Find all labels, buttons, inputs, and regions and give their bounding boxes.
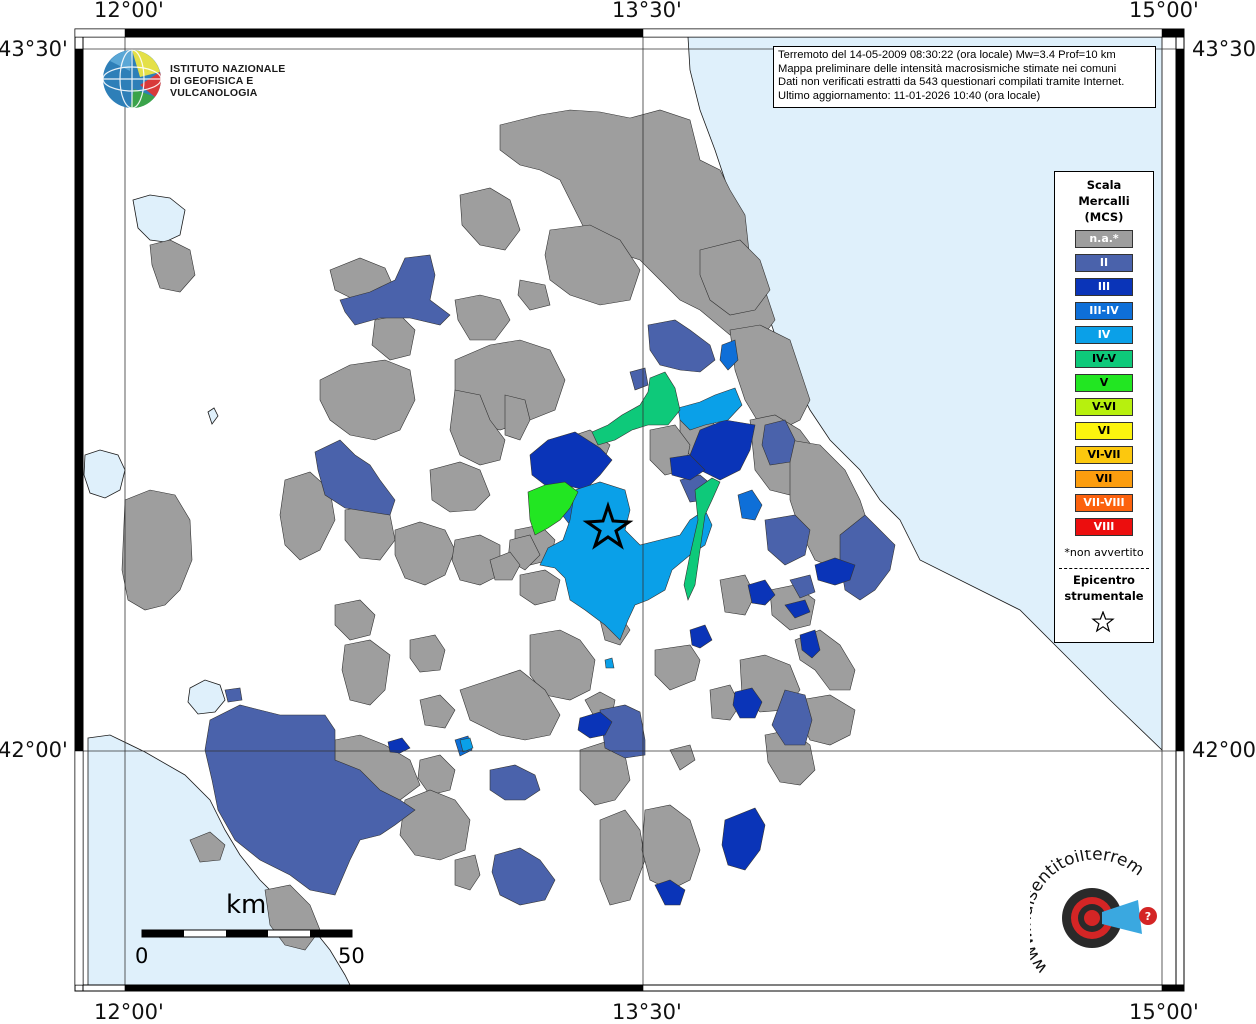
event-info-line-1: Terremoto del 14-05-2009 08:30:22 (ora l…	[778, 49, 1116, 61]
municipalities-intensity-v	[527, 481, 579, 536]
legend-item: n.a.*	[1075, 230, 1133, 248]
hsit-logo: ? www.haisentitoilterremoto.it	[1015, 835, 1170, 978]
legend-title-line-2: Mercalli	[1078, 194, 1130, 208]
epicentre-star	[582, 501, 634, 550]
coord-top-left: 12°00'	[94, 0, 164, 22]
ingv-logo: ISTITUTO NAZIONALE DI GEOFISICA E VULCAN…	[100, 47, 340, 109]
scale-bar	[141, 929, 353, 938]
coord-top-mid: 13°30'	[612, 0, 682, 22]
legend-title-line-1: Scala	[1086, 178, 1122, 192]
municipalities-intensity-iv-v	[591, 371, 721, 601]
event-info-line-2: Mappa preliminare delle intensità macros…	[778, 62, 1117, 75]
mcs-legend: Scala Mercalli (MCS) n.a.* II III III-IV IV I…	[1054, 171, 1154, 643]
municipalities-intensity-iv	[459, 387, 743, 753]
municipalities-intensity-iii	[387, 419, 856, 906]
event-info-line-4: Ultimo aggiornamento: 11-01-2026 10:40 (…	[778, 89, 1041, 102]
scale-unit: km	[226, 890, 267, 920]
epicentre-star-icon	[1091, 611, 1115, 633]
legend-epicentre-line-1: Epicentro	[1073, 573, 1135, 587]
legend-item: IV	[1075, 326, 1133, 344]
coord-left-top: 43°30'	[0, 37, 68, 61]
legend-item: VII-VIII	[1075, 494, 1133, 512]
legend-epicentre-line-2: strumentale	[1064, 589, 1144, 603]
event-info-box: Terremoto del 14-05-2009 08:30:22 (ora l…	[773, 46, 1156, 108]
legend-not-felt-note: *non avvertito	[1064, 546, 1144, 559]
scale-min: 0	[135, 944, 149, 968]
legend-item: V-VI	[1075, 398, 1133, 416]
logo-line-1: ISTITUTO NAZIONALE	[170, 63, 286, 75]
coord-right-top: 43°30'	[1192, 37, 1256, 61]
legend-title-line-3: (MCS)	[1084, 210, 1124, 224]
svg-text:?: ?	[1145, 910, 1151, 923]
coord-bottom-left: 12°00'	[94, 1000, 164, 1024]
coord-left-bottom: 42°00'	[0, 738, 68, 762]
legend-item: III	[1075, 278, 1133, 296]
legend-item: VI-VII	[1075, 446, 1133, 464]
legend-item: IV-V	[1075, 350, 1133, 368]
logo-line-2: DI GEOFISICA E VULCANOLOGIA	[170, 75, 258, 99]
hsit-seismic-icon: ? www.haisentitoilterremoto.it	[1015, 835, 1157, 977]
legend-item: VIII	[1075, 518, 1133, 536]
municipalities-intensity-ii	[204, 254, 896, 906]
scale-max: 50	[338, 944, 365, 968]
coord-right-bottom: 42°00'	[1192, 738, 1256, 762]
legend-separator	[1059, 568, 1149, 569]
coord-bottom-mid: 13°30'	[612, 1000, 682, 1024]
ingv-globe-icon	[102, 49, 162, 109]
legend-item: VI	[1075, 422, 1133, 440]
legend-item: III-IV	[1075, 302, 1133, 320]
coord-top-right: 15°00'	[1129, 0, 1199, 22]
event-info-line-3: Dati non verificati estratti da 543 ques…	[778, 76, 1125, 88]
coord-bottom-right: 15°00'	[1129, 1000, 1199, 1024]
legend-item: II	[1075, 254, 1133, 272]
legend-item: VII	[1075, 470, 1133, 488]
legend-item: V	[1075, 374, 1133, 392]
map-frame	[74, 28, 1185, 992]
